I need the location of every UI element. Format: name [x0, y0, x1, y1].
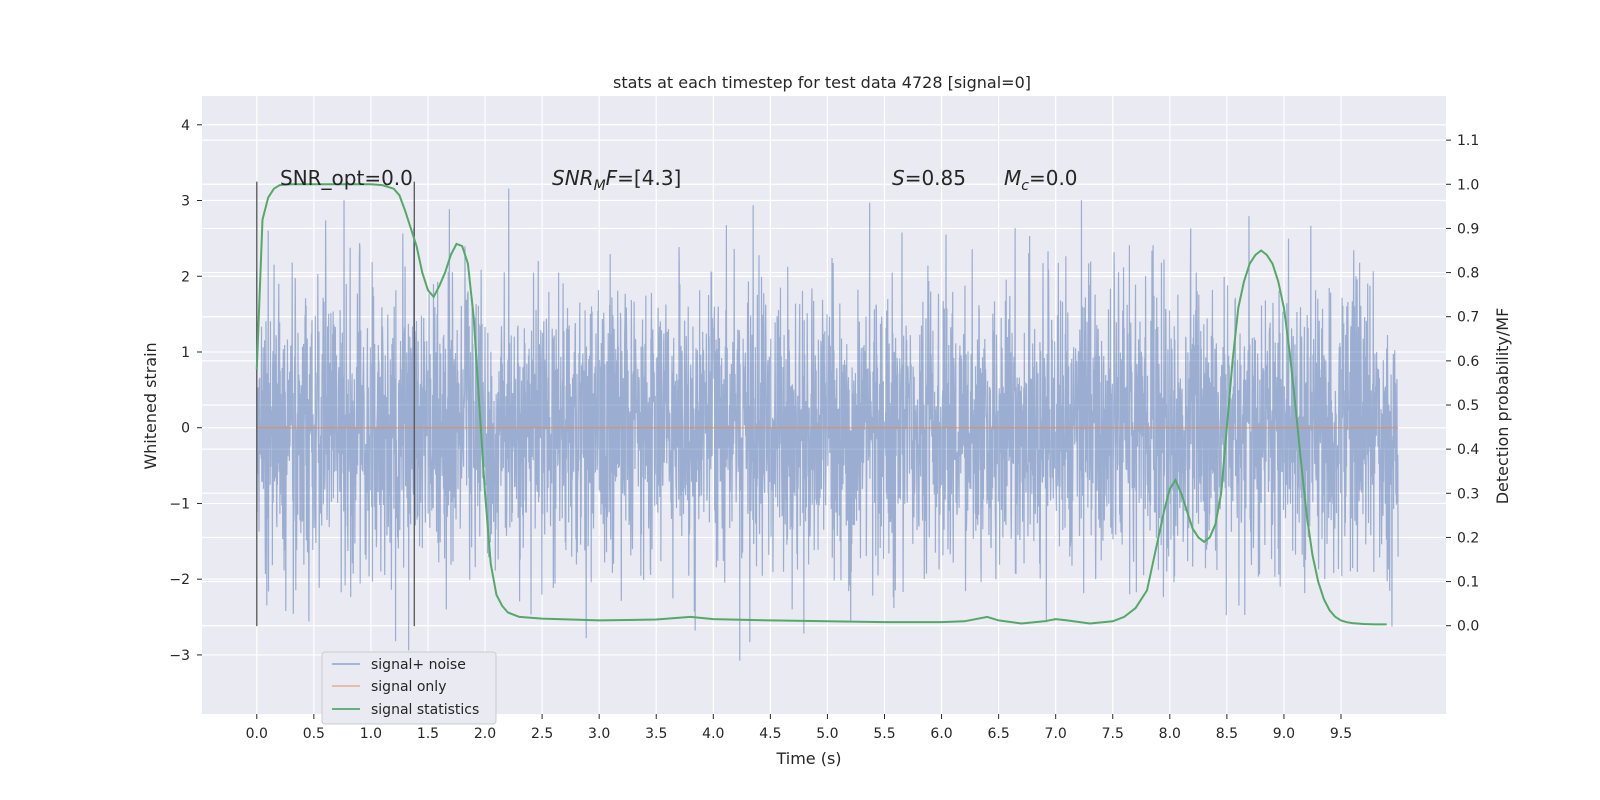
y-axis-label: Whitened strain	[141, 342, 160, 469]
x-tick-label: 8.0	[1159, 726, 1181, 742]
x-tick-label: 2.5	[531, 726, 553, 742]
x-tick-label: 6.5	[987, 726, 1009, 742]
x-tick-label: 0.5	[303, 726, 325, 742]
y-tick-label: −2	[169, 572, 190, 588]
y-right-tick-label: 0.3	[1457, 486, 1479, 502]
x-tick-label: 1.5	[417, 726, 439, 742]
x-tick-label: 7.0	[1045, 726, 1067, 742]
x-tick-label: 2.0	[474, 726, 496, 742]
annotation-s: S=0.85	[892, 166, 966, 190]
y-right-tick-label: 0.2	[1457, 530, 1479, 546]
x-tick-label: 3.0	[588, 726, 610, 742]
y-tick-label: 2	[181, 269, 190, 285]
y-right-tick-label: 0.0	[1457, 619, 1479, 635]
annotation-s-value: =0.85	[905, 166, 966, 190]
y-right-tick-label: 0.4	[1457, 442, 1479, 458]
legend: signal+ noise signal only signal statist…	[321, 651, 497, 725]
signal-noise-line	[256, 188, 1399, 661]
annotation-snr-mf: SNRMF=[4.3]	[552, 166, 681, 194]
y-right-tick-label: 0.5	[1457, 398, 1479, 414]
x-tick-label: 7.5	[1102, 726, 1124, 742]
x-tick-label: 6.0	[930, 726, 952, 742]
chart-title: stats at each timestep for test data 472…	[613, 73, 1031, 92]
y-right-tick-label: 1.0	[1457, 177, 1479, 193]
y-right-tick-label: 0.6	[1457, 354, 1479, 370]
annotation-snr-mf-symbol2: F	[606, 166, 618, 190]
x-tick-label: 4.0	[702, 726, 724, 742]
annotation-snr-mf-symbol: SNR	[552, 166, 594, 190]
x-tick-label: 5.0	[816, 726, 838, 742]
x-tick-label: 9.0	[1273, 726, 1295, 742]
legend-label-signal-statistics: signal statistics	[371, 702, 479, 718]
annotation-s-symbol: S	[892, 166, 905, 190]
annotation-mc: Mc=0.0	[1004, 166, 1078, 194]
y-tick-label: 1	[181, 345, 190, 361]
x-tick-label: 3.5	[645, 726, 667, 742]
y-right-tick-label: 0.1	[1457, 575, 1479, 591]
x-tick-label: 0.0	[246, 726, 268, 742]
signal-statistics-line	[255, 183, 1387, 626]
annotation-snr-mf-value: =[4.3]	[617, 166, 681, 190]
y-right-axis-ticks: 1.1 1.0 0.9 0.8 0.7 0.6 0.5 0.4 0.3 0.2 0.1 0.0	[1446, 133, 1479, 635]
y-tick-label: −1	[169, 496, 190, 512]
y-axis-ticks: 4 3 2 1 0 −1 −2 −3	[169, 118, 202, 664]
legend-label-signal-noise: signal+ noise	[371, 657, 466, 673]
x-axis-ticks: 0.0 0.5 1.0 1.5 2.0 2.5 3.0 3.5 4.0 4.5 5.0 5.5 6.0 6…	[246, 714, 1352, 742]
x-tick-label: 9.5	[1330, 726, 1352, 742]
y-right-tick-label: 0.9	[1457, 221, 1479, 237]
annotation-snr-opt: SNR_opt=0.0	[280, 166, 413, 190]
y-tick-label: 0	[181, 421, 190, 437]
x-axis-label: Time (s)	[775, 749, 841, 768]
marker-lines	[256, 181, 415, 627]
series-signal-noise	[256, 188, 1399, 661]
legend-label-signal-only: signal only	[371, 679, 446, 695]
annotation-mc-value: =0.0	[1029, 166, 1078, 190]
y-right-tick-label: 0.7	[1457, 310, 1479, 326]
y-tick-label: 3	[181, 194, 190, 210]
annotation-mc-symbol: M	[1004, 166, 1021, 190]
y-tick-label: −3	[169, 648, 190, 664]
annotation-mc-subscript: c	[1021, 178, 1029, 194]
x-tick-label: 4.5	[759, 726, 781, 742]
y-right-axis-label: Detection probability/MF	[1493, 308, 1512, 505]
y-right-tick-label: 1.1	[1457, 133, 1479, 149]
annotation-snr-mf-subscript: M	[594, 178, 606, 194]
legend-box	[321, 651, 497, 725]
series-signal-statistics	[255, 183, 1387, 626]
x-tick-label: 1.0	[360, 726, 382, 742]
x-tick-label: 8.5	[1216, 726, 1238, 742]
y-right-tick-label: 0.8	[1457, 266, 1479, 282]
x-tick-label: 5.5	[873, 726, 895, 742]
y-tick-label: 4	[181, 118, 190, 134]
